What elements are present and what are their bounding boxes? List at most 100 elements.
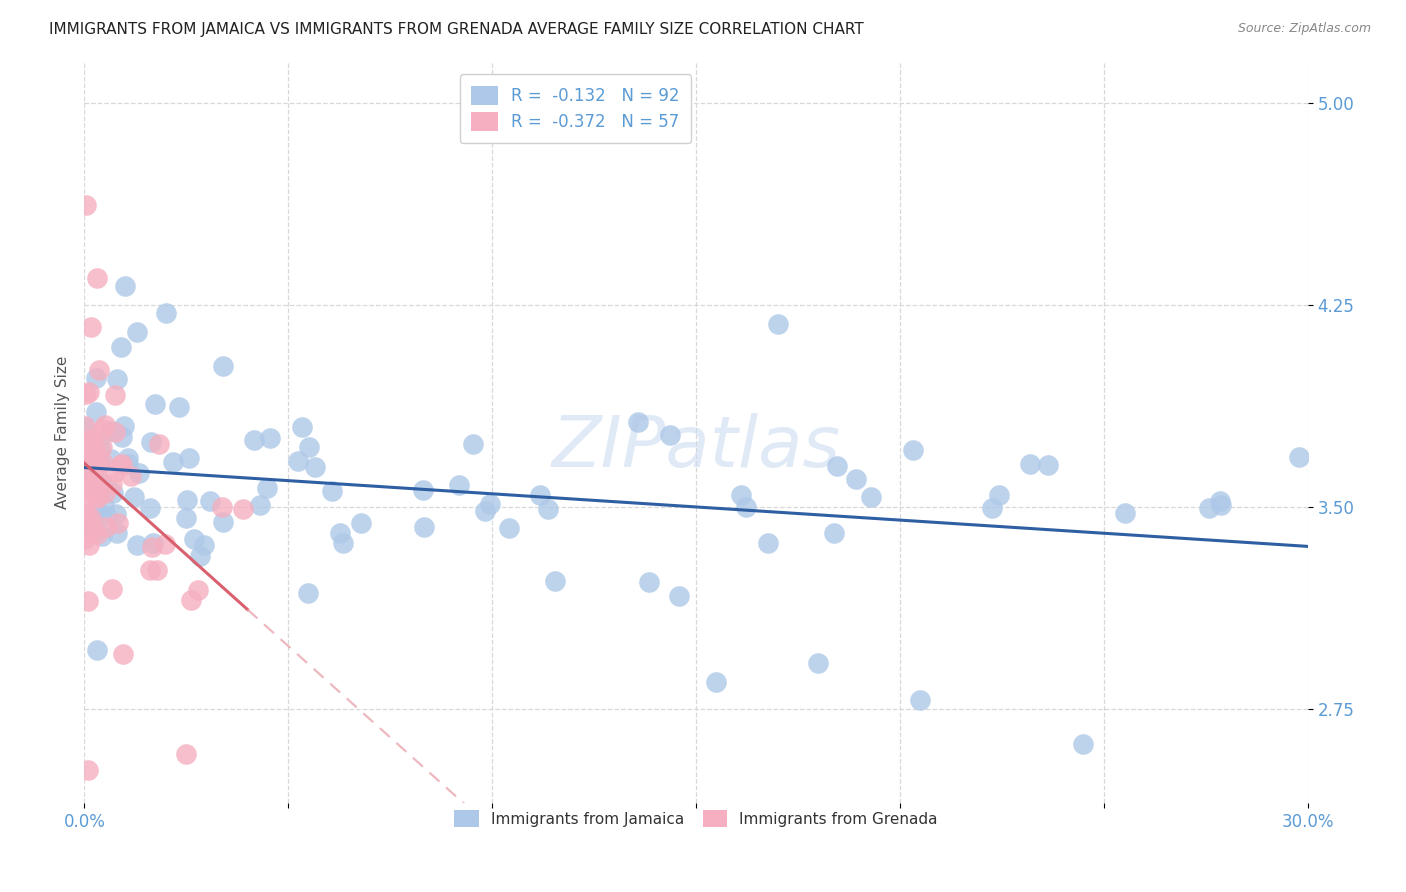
Point [125, 538, 148, 552]
Point [93, 418, 115, 433]
Point [79, 537, 101, 551]
Point [807, 656, 830, 670]
Point [211, 500, 233, 515]
Point [90, 454, 112, 468]
Point [474, 504, 496, 518]
Point [86, 491, 108, 505]
Point [179, 451, 201, 466]
Point [180, 593, 202, 607]
Text: Source: ZipAtlas.com: Source: ZipAtlas.com [1237, 22, 1371, 36]
Point [91, 422, 114, 436]
Point [80, 462, 103, 476]
Point [91, 475, 114, 490]
Point [100, 424, 122, 438]
Point [86, 454, 108, 468]
Point [146, 563, 169, 577]
Point [478, 497, 501, 511]
Point [107, 516, 129, 530]
Point [232, 502, 254, 516]
Point [76, 475, 98, 489]
Point [79, 433, 101, 447]
Point [143, 397, 166, 411]
Point [76, 764, 98, 778]
Point [187, 583, 209, 598]
Point [139, 563, 162, 577]
Point [86, 270, 108, 285]
Point [80, 475, 103, 490]
Point [756, 536, 779, 550]
Point [142, 536, 165, 550]
Point [100, 477, 122, 491]
Point [1209, 494, 1232, 508]
Point [75, 445, 97, 459]
Point [86, 505, 108, 519]
Point [1114, 506, 1136, 520]
Point [73, 495, 96, 509]
Point [120, 468, 142, 483]
Point [105, 508, 128, 522]
Point [76, 434, 98, 448]
Point [93, 486, 115, 500]
Point [859, 491, 882, 505]
Point [627, 415, 650, 429]
Point [73, 419, 96, 434]
Point [304, 459, 326, 474]
Point [75, 198, 97, 212]
Point [329, 525, 352, 540]
Point [188, 549, 211, 564]
Point [730, 488, 752, 502]
Point [706, 674, 728, 689]
Point [735, 500, 758, 514]
Point [79, 443, 101, 458]
Point [80, 517, 103, 532]
Point [80, 510, 103, 524]
Point [86, 643, 108, 657]
Point [75, 387, 97, 401]
Point [249, 498, 271, 512]
Point [87, 490, 110, 504]
Point [101, 486, 124, 500]
Point [1198, 500, 1220, 515]
Point [637, 575, 659, 590]
Point [105, 371, 128, 385]
Point [463, 437, 485, 451]
Point [153, 537, 176, 551]
Point [86, 467, 108, 481]
Point [111, 430, 134, 444]
Point [1288, 450, 1310, 464]
Point [1209, 498, 1232, 512]
Point [75, 533, 97, 547]
Point [176, 493, 198, 508]
Point [988, 487, 1011, 501]
Point [93, 500, 115, 514]
Point [87, 458, 110, 472]
Legend: Immigrants from Jamaica, Immigrants from Grenada: Immigrants from Jamaica, Immigrants from… [446, 801, 946, 836]
Point [104, 388, 127, 402]
Point [80, 486, 103, 500]
Point [77, 594, 100, 608]
Point [128, 466, 150, 480]
Point [658, 428, 681, 442]
Point [200, 494, 222, 508]
Y-axis label: Average Family Size: Average Family Size [55, 356, 70, 509]
Point [110, 340, 132, 354]
Point [139, 434, 162, 449]
Point [845, 473, 868, 487]
Point [825, 459, 848, 474]
Point [901, 442, 924, 457]
Point [212, 515, 235, 529]
Text: ZIPatlas: ZIPatlas [551, 413, 841, 482]
Point [291, 420, 314, 434]
Point [80, 525, 103, 540]
Point [211, 359, 233, 374]
Point [332, 536, 354, 550]
Point [82, 432, 104, 446]
Point [77, 459, 100, 474]
Text: IMMIGRANTS FROM JAMAICA VS IMMIGRANTS FROM GRENADA AVERAGE FAMILY SIZE CORRELATI: IMMIGRANTS FROM JAMAICA VS IMMIGRANTS FR… [49, 22, 863, 37]
Point [447, 477, 470, 491]
Point [148, 436, 170, 450]
Point [174, 511, 197, 525]
Point [100, 451, 122, 466]
Point [114, 279, 136, 293]
Point [104, 465, 127, 479]
